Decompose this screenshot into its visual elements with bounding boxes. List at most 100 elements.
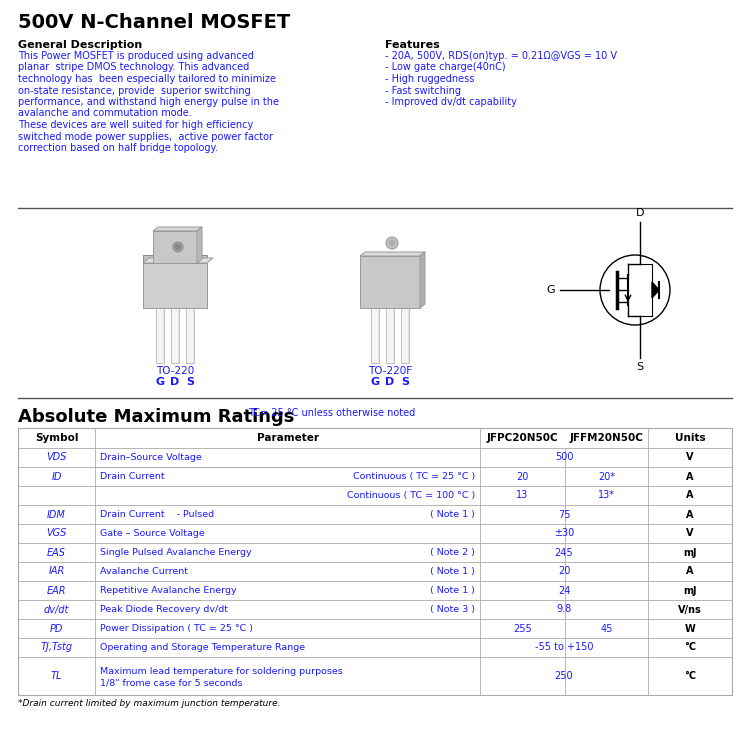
FancyBboxPatch shape	[153, 231, 197, 263]
Circle shape	[175, 244, 181, 250]
Text: Avalanche Current: Avalanche Current	[100, 567, 188, 576]
Circle shape	[389, 240, 395, 246]
Text: A: A	[686, 509, 694, 520]
Text: °C: °C	[684, 643, 696, 652]
Text: IDM: IDM	[47, 509, 66, 520]
FancyBboxPatch shape	[18, 619, 732, 638]
Polygon shape	[197, 227, 202, 263]
Text: V/ns: V/ns	[678, 604, 702, 614]
Text: ±30: ±30	[554, 529, 574, 538]
Text: on-state resistance, provide  superior switching: on-state resistance, provide superior sw…	[18, 86, 250, 95]
FancyBboxPatch shape	[387, 308, 393, 363]
Text: ( Note 1 ): ( Note 1 )	[430, 567, 475, 576]
Polygon shape	[420, 252, 425, 308]
Text: TO-220: TO-220	[156, 366, 194, 376]
Text: ( Note 1 ): ( Note 1 )	[430, 510, 475, 519]
FancyBboxPatch shape	[18, 657, 732, 695]
Text: Drain Current: Drain Current	[100, 472, 165, 481]
Text: - 20A, 500V, RDS(on)typ. = 0.21Ω@VGS = 10 V: - 20A, 500V, RDS(on)typ. = 0.21Ω@VGS = 1…	[385, 51, 617, 61]
Text: ID: ID	[51, 472, 62, 482]
FancyBboxPatch shape	[18, 448, 732, 467]
FancyBboxPatch shape	[186, 308, 194, 363]
Text: Symbol: Symbol	[34, 433, 78, 443]
FancyBboxPatch shape	[18, 524, 732, 543]
Text: °C: °C	[684, 671, 696, 681]
Text: -55 to +150: -55 to +150	[535, 643, 593, 652]
Text: This Power MOSFET is produced using advanced: This Power MOSFET is produced using adva…	[18, 51, 254, 61]
Text: These devices are well suited for high efficiency: These devices are well suited for high e…	[18, 120, 254, 130]
FancyBboxPatch shape	[18, 581, 732, 600]
Text: G: G	[546, 285, 555, 295]
Text: TL: TL	[51, 671, 62, 681]
Text: D: D	[170, 377, 180, 387]
FancyBboxPatch shape	[371, 308, 379, 363]
Text: D: D	[386, 377, 394, 387]
Text: Repetitive Avalanche Energy: Repetitive Avalanche Energy	[100, 586, 237, 595]
Text: ( Note 1 ): ( Note 1 )	[430, 586, 475, 595]
Text: VGS: VGS	[46, 529, 67, 538]
Text: V: V	[686, 452, 694, 463]
Text: TO-220F: TO-220F	[368, 366, 412, 376]
FancyBboxPatch shape	[143, 263, 207, 308]
Text: A: A	[686, 566, 694, 577]
Text: EAS: EAS	[47, 548, 66, 557]
Text: 500: 500	[555, 452, 573, 463]
Text: A: A	[686, 472, 694, 482]
Text: G: G	[155, 377, 164, 387]
FancyBboxPatch shape	[18, 638, 732, 657]
FancyBboxPatch shape	[156, 308, 164, 363]
Polygon shape	[652, 282, 659, 298]
Text: Parameter: Parameter	[256, 433, 319, 443]
Polygon shape	[143, 258, 213, 263]
Text: switched mode power supplies,  active power factor: switched mode power supplies, active pow…	[18, 131, 273, 142]
Text: - High ruggedness: - High ruggedness	[385, 74, 474, 84]
Text: correction based on half bridge topology.: correction based on half bridge topology…	[18, 143, 217, 153]
Text: S: S	[401, 377, 409, 387]
FancyBboxPatch shape	[18, 562, 732, 581]
Text: 255: 255	[513, 623, 532, 634]
Text: EAR: EAR	[46, 586, 66, 596]
Text: A: A	[686, 490, 694, 500]
Text: Operating and Storage Temperature Range: Operating and Storage Temperature Range	[100, 643, 305, 652]
Text: W: W	[685, 623, 695, 634]
FancyBboxPatch shape	[18, 467, 732, 486]
FancyBboxPatch shape	[172, 308, 178, 363]
FancyBboxPatch shape	[18, 600, 732, 619]
Text: 24: 24	[558, 586, 570, 596]
Text: Drain–Source Voltage: Drain–Source Voltage	[100, 453, 202, 462]
Text: Continuous ( TC = 100 °C ): Continuous ( TC = 100 °C )	[346, 491, 475, 500]
FancyBboxPatch shape	[401, 308, 409, 363]
Text: performance, and withstand high energy pulse in the: performance, and withstand high energy p…	[18, 97, 279, 107]
Text: Single Pulsed Avalanche Energy: Single Pulsed Avalanche Energy	[100, 548, 251, 557]
Text: JFFM20N50C: JFFM20N50C	[569, 433, 644, 443]
FancyBboxPatch shape	[171, 308, 179, 363]
Text: S: S	[637, 362, 644, 372]
Text: 20: 20	[516, 472, 529, 482]
Circle shape	[386, 237, 398, 249]
FancyBboxPatch shape	[18, 486, 732, 505]
Text: V: V	[686, 529, 694, 538]
Text: avalanche and commutation mode.: avalanche and commutation mode.	[18, 109, 192, 118]
Text: - Fast switching: - Fast switching	[385, 86, 461, 95]
Text: mJ: mJ	[683, 548, 697, 557]
Text: Power Dissipation ( TC = 25 °C ): Power Dissipation ( TC = 25 °C )	[100, 624, 253, 633]
Text: Absolute Maximum Ratings: Absolute Maximum Ratings	[18, 408, 294, 426]
Text: Drain Current    - Pulsed: Drain Current - Pulsed	[100, 510, 214, 519]
Text: technology has  been especially tailored to minimize: technology has been especially tailored …	[18, 74, 276, 84]
FancyBboxPatch shape	[386, 308, 394, 363]
Circle shape	[600, 255, 670, 325]
Text: 245: 245	[555, 548, 573, 557]
FancyBboxPatch shape	[18, 505, 732, 524]
Polygon shape	[360, 252, 425, 256]
Text: 9.8: 9.8	[556, 604, 572, 614]
Text: *Drain current limited by maximum junction temperature.: *Drain current limited by maximum juncti…	[18, 699, 280, 708]
Text: Units: Units	[675, 433, 705, 443]
Text: 13*: 13*	[598, 490, 615, 500]
Text: 75: 75	[558, 509, 570, 520]
FancyBboxPatch shape	[18, 428, 732, 448]
Text: PD: PD	[50, 623, 63, 634]
Text: ( Note 2 ): ( Note 2 )	[430, 548, 475, 557]
Text: 500V N-Channel MOSFET: 500V N-Channel MOSFET	[18, 13, 290, 32]
Text: 20*: 20*	[598, 472, 615, 482]
Text: mJ: mJ	[683, 586, 697, 596]
